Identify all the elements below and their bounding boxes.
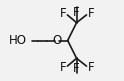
Text: F: F xyxy=(59,7,66,20)
Text: F: F xyxy=(73,6,80,19)
Text: O: O xyxy=(53,34,62,47)
Text: HO: HO xyxy=(9,34,27,47)
Text: F: F xyxy=(88,7,94,20)
Text: F: F xyxy=(73,62,80,75)
Text: F: F xyxy=(88,61,94,74)
Text: F: F xyxy=(59,61,66,74)
